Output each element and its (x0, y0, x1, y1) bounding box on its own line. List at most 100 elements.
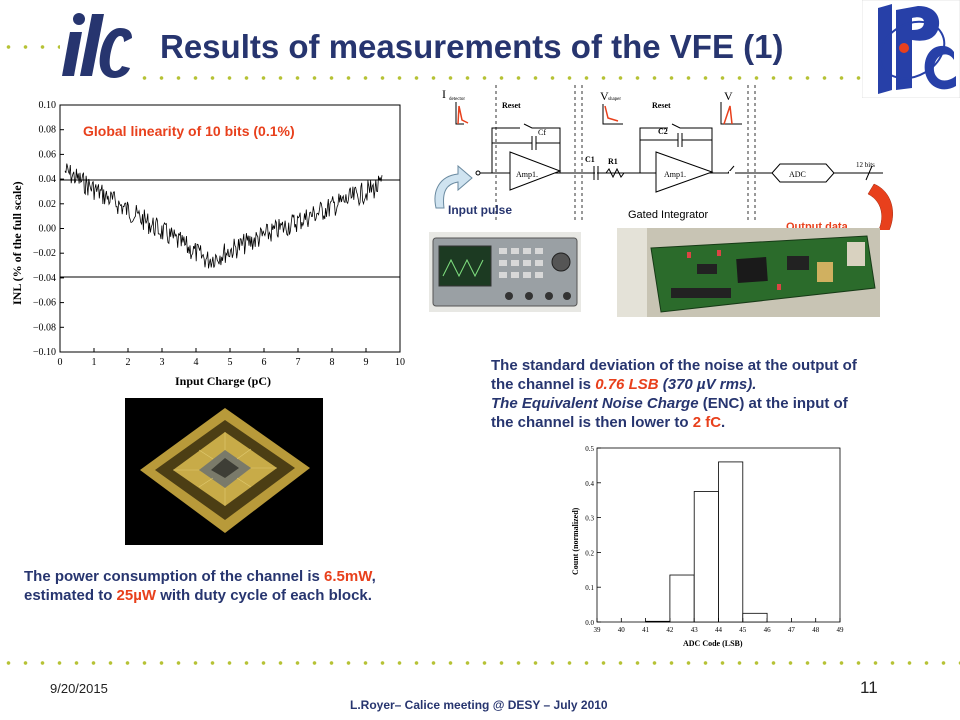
enc-period: . (721, 414, 726, 431)
noise-histogram: 0.0 0.1 0.2 0.3 0.4 0.5 39 40 41 42 43 44 45 46 47 48 4… (571, 445, 845, 648)
inl-x-tick-label: 9 (364, 357, 369, 368)
c1-capacitor (593, 166, 599, 180)
histogram-bar (718, 461, 744, 623)
histogram-x-tick-label: 40 (618, 626, 626, 634)
histogram-y-tick-label: 0.1 (585, 584, 594, 592)
histogram-x-tick-label: 49 (837, 626, 845, 634)
input-current-label: I (442, 87, 446, 101)
enc-term: The Equivalent Noise Charge (491, 395, 699, 412)
histogram-bar (645, 620, 671, 623)
inl-curve (64, 163, 383, 269)
histogram-x-ticks: 39 40 41 42 43 44 45 46 47 48 49 (594, 618, 845, 634)
inl-plot: 0.10 0.08 0.06 0.04 0.02 0.00 −0.02 −0.04 −0.06 −… (10, 100, 405, 388)
inl-y-tick-label: 0.04 (39, 174, 57, 185)
inl-x-tick-label: 0 (58, 357, 63, 368)
test-board-photo (617, 228, 880, 317)
bits-label: 12 bits (856, 161, 875, 169)
histogram-y-tick-label: 0.0 (585, 619, 594, 627)
r1-label: R1 (608, 157, 618, 166)
c1-label: C1 (585, 155, 595, 164)
cf-label: Cf (538, 128, 546, 137)
vfe-schematic: I detector Reset Cf Amp1. V shaper C1 R1… (434, 85, 893, 230)
input-pulse-icon (455, 102, 464, 125)
gated-integrator-label: Gated Integrator (628, 209, 708, 221)
slide-title: Results of measurements of the VFE (1) (160, 28, 784, 65)
amp1-label: Amp1. (516, 170, 538, 179)
reset1-label: Reset (502, 101, 521, 110)
amp2-triangle (655, 151, 714, 193)
output-data-arrow (867, 183, 893, 230)
enc-value: 2 fC (692, 414, 722, 431)
histogram-y-axis-label: Count (normalized) (571, 507, 580, 575)
inl-plot-frame (59, 104, 401, 353)
inl-y-tick-label: −0.06 (33, 298, 56, 309)
histogram-x-tick-label: 41 (642, 626, 650, 634)
asic-chip-photo (125, 398, 323, 545)
noise-text: the channel is (491, 376, 596, 393)
inl-y-tick-label: −0.02 (33, 248, 56, 259)
bus-slash (865, 165, 873, 181)
input-pulse-label: Input pulse (448, 203, 512, 217)
histogram-x-tick-label: 39 (594, 626, 602, 634)
v2-waveform-axes (720, 102, 742, 125)
top-dotted-line-left (0, 45, 60, 49)
inl-y-axis-label: INL (% of the full scale) (10, 181, 24, 305)
inl-x-axis-label: Input Charge (pC) (175, 374, 271, 388)
noise-line3: The Equivalent Noise Charge (ENC) at the… (491, 394, 951, 413)
inl-y-ticks: 0.10 0.08 0.06 0.04 0.02 0.00 −0.02 −0.04 −0.06 −… (33, 100, 64, 358)
power-value: 6.5mW (324, 568, 372, 585)
v1-waveform (604, 105, 619, 122)
adc-label: ADC (789, 170, 806, 179)
c2-label: C2 (658, 127, 668, 136)
noise-line2: the channel is 0.76 LSB (370 µV rms). (491, 375, 951, 394)
inl-x-tick-label: 6 (262, 357, 267, 368)
inl-x-tick-label: 8 (330, 357, 335, 368)
inl-x-tick-label: 10 (395, 357, 405, 368)
enc-result-text: the channel is then lower to (491, 414, 693, 431)
inl-x-tick-label: 4 (194, 357, 199, 368)
footer-text: L.Royer– Calice meeting @ DESY – July 20… (350, 698, 608, 712)
input-current-sub: detector (449, 97, 465, 102)
input-node (475, 170, 481, 176)
v2-label: V (724, 89, 733, 103)
slide-number: 11 (860, 678, 878, 697)
c2-capacitor (640, 133, 712, 147)
inl-y-tick-label: 0.06 (39, 149, 57, 160)
pulse-generator-photo (429, 232, 581, 312)
power-comma: , (371, 568, 376, 585)
inl-y-tick-label: 0.08 (39, 125, 57, 136)
input-pulse-waveform (457, 105, 469, 125)
c1-gap (595, 170, 597, 176)
histogram-x-tick-label: 46 (764, 626, 772, 634)
inl-y-tick-label: 0.10 (39, 100, 57, 111)
histogram-y-tick-label: 0.3 (585, 515, 594, 523)
histogram-x-axis-label: ADC Code (LSB) (683, 639, 743, 648)
histogram-x-tick-label: 48 (812, 626, 820, 634)
noise-note: The standard deviation of the noise at t… (491, 356, 951, 432)
histogram-y-tick-label: 0.5 (585, 445, 594, 453)
histogram-bar (742, 612, 768, 623)
reset2-label: Reset (652, 101, 671, 110)
noise-rms-value: (370 µV rms). (658, 376, 757, 393)
amp2-label: Amp1. (664, 170, 686, 179)
noise-line1: The standard deviation of the noise at t… (491, 357, 857, 374)
top-dotted-line (136, 76, 866, 80)
bottom-dotted-line (0, 661, 960, 665)
inl-y-tick-label: −0.08 (33, 322, 56, 333)
inl-y-tick-label: −0.10 (33, 347, 56, 358)
inl-y-tick-label: 0.00 (39, 224, 57, 235)
inl-x-tick-label: 7 (296, 357, 301, 368)
inl-x-tick-label: 1 (92, 357, 97, 368)
reset2-switch (639, 123, 713, 173)
power-note-line2: estimated to 25µW with duty cycle of eac… (24, 586, 484, 605)
histogram-x-tick-label: 42 (666, 626, 674, 634)
inl-x-tick-label: 3 (160, 357, 165, 368)
histogram-x-tick-label: 44 (715, 626, 723, 634)
inl-annotation: Global linearity of 10 bits (0.1%) (83, 123, 295, 139)
histogram-y-tick-label: 0.4 (585, 480, 594, 488)
histogram-bar (693, 491, 719, 623)
inl-x-tick-label: 5 (228, 357, 233, 368)
input-pulse-arrow (434, 164, 473, 209)
power-estimate-value: 25µW (116, 587, 157, 604)
v1-label: V (600, 89, 609, 103)
